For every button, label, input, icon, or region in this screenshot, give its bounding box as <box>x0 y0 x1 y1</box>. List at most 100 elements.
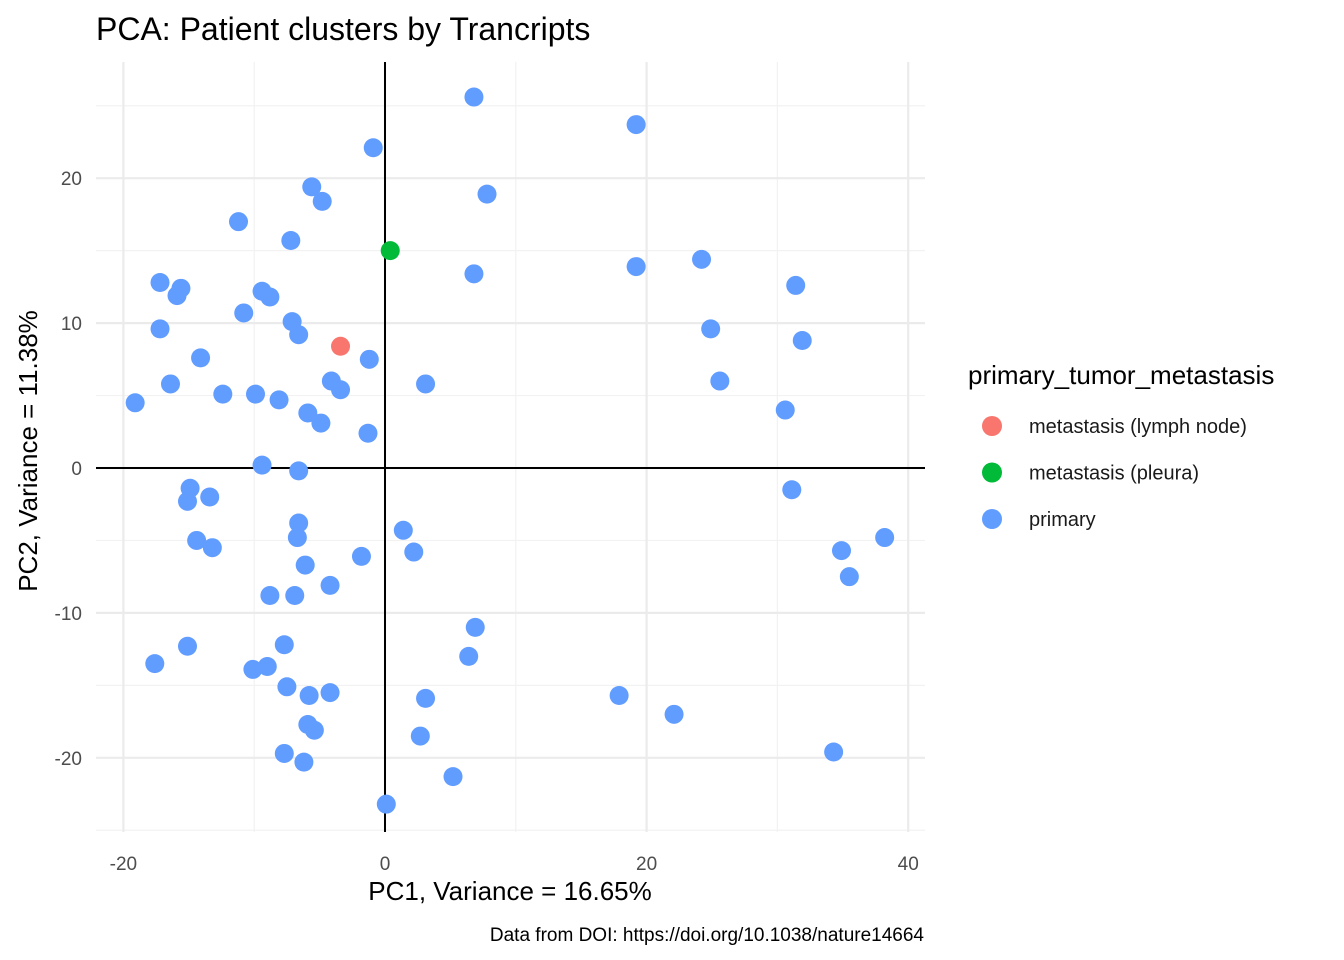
point-primary <box>464 264 484 284</box>
point-primary <box>710 371 730 391</box>
x-tick-label: 20 <box>636 854 657 875</box>
point-primary <box>792 330 812 350</box>
point-primary <box>274 635 294 655</box>
point-primary <box>320 683 340 703</box>
point-primary <box>626 115 646 135</box>
y-tick-label: 10 <box>61 314 82 335</box>
point-primary <box>664 704 684 724</box>
y-tick-label: 0 <box>71 459 82 480</box>
point-primary <box>416 374 436 394</box>
point-primary <box>875 528 895 548</box>
point-primary <box>287 528 307 548</box>
point-primary <box>701 319 721 339</box>
point-primary <box>782 480 802 500</box>
point-primary <box>351 546 371 566</box>
point-metastasis-lymph-node <box>331 336 351 356</box>
point-primary <box>359 349 379 369</box>
legend-items: metastasis (lymph node) metastasis (pleur… <box>982 416 1247 531</box>
x-tick-label: -20 <box>110 854 137 875</box>
point-primary <box>775 400 795 420</box>
x-tick-label: 40 <box>898 854 919 875</box>
legend-label: metastasis (pleura) <box>1029 463 1199 485</box>
point-primary <box>229 212 249 232</box>
reference-lines <box>96 62 925 832</box>
legend-key <box>982 462 1002 483</box>
point-primary <box>304 720 324 740</box>
point-primary <box>145 654 165 674</box>
legend: primary_tumor_metastasis metastasis (lym… <box>968 360 1274 531</box>
point-primary <box>692 249 712 269</box>
x-axis-title: PC1, Variance = 16.65% <box>368 876 652 906</box>
legend-key <box>982 509 1002 529</box>
point-primary <box>295 555 315 575</box>
point-primary <box>191 348 211 368</box>
x-axis-ticks: -20 0 20 40 <box>110 854 919 875</box>
point-primary <box>311 413 331 433</box>
point-primary <box>404 542 424 562</box>
y-tick-label: -20 <box>55 749 82 770</box>
point-primary <box>200 487 220 507</box>
point-primary <box>257 657 277 677</box>
point-primary <box>202 538 222 558</box>
y-axis-ticks: -20 -10 0 10 20 <box>55 169 82 770</box>
point-primary <box>459 646 479 666</box>
point-primary <box>234 303 254 323</box>
point-primary <box>177 636 197 656</box>
source-caption: Data from DOI: https://doi.org/10.1038/n… <box>490 925 925 946</box>
point-primary <box>150 319 170 339</box>
point-primary <box>187 530 207 550</box>
point-primary <box>285 586 305 606</box>
point-primary <box>277 677 297 697</box>
point-primary <box>260 586 280 606</box>
point-primary <box>213 384 233 404</box>
point-primary <box>609 685 629 705</box>
point-primary <box>260 287 280 307</box>
point-primary <box>839 567 859 587</box>
point-primary <box>125 393 145 413</box>
point-primary <box>626 257 646 277</box>
x-tick-label: 0 <box>380 854 391 875</box>
point-primary <box>786 275 806 295</box>
point-primary <box>299 685 319 705</box>
point-primary <box>393 520 413 540</box>
point-metastasis-pleura <box>380 241 400 261</box>
legend-key <box>982 416 1002 436</box>
point-primary <box>416 688 436 708</box>
point-primary <box>302 177 322 197</box>
y-axis-title: PC2, Variance = 11.38% <box>13 310 43 592</box>
point-primary <box>177 491 197 511</box>
point-primary <box>312 191 332 211</box>
point-primary <box>160 374 180 394</box>
point-primary <box>281 231 301 251</box>
point-primary <box>294 752 314 772</box>
point-primary <box>320 575 340 595</box>
point-primary <box>274 743 294 763</box>
chart-title: PCA: Patient clusters by Trancripts <box>96 11 590 47</box>
point-primary <box>150 273 170 293</box>
point-primary <box>289 325 309 345</box>
point-primary <box>252 455 272 475</box>
point-primary <box>289 513 309 533</box>
point-primary <box>464 87 484 107</box>
legend-label: metastasis (lymph node) <box>1029 416 1247 438</box>
point-primary <box>269 390 289 410</box>
grid <box>96 62 925 832</box>
point-primary <box>824 742 844 762</box>
y-tick-label: -10 <box>55 604 82 625</box>
point-primary <box>298 403 318 423</box>
point-primary <box>465 617 485 637</box>
point-primary <box>358 423 378 443</box>
point-primary <box>246 384 266 404</box>
point-primary <box>331 380 351 400</box>
data-points <box>125 87 895 814</box>
point-primary <box>410 726 430 746</box>
point-primary <box>289 461 309 481</box>
point-primary <box>443 767 463 787</box>
point-primary <box>363 138 383 158</box>
point-primary <box>376 794 396 814</box>
y-tick-label: 20 <box>61 169 82 190</box>
legend-label: primary <box>1029 509 1096 531</box>
point-primary <box>167 286 187 306</box>
legend-title: primary_tumor_metastasis <box>968 360 1274 390</box>
